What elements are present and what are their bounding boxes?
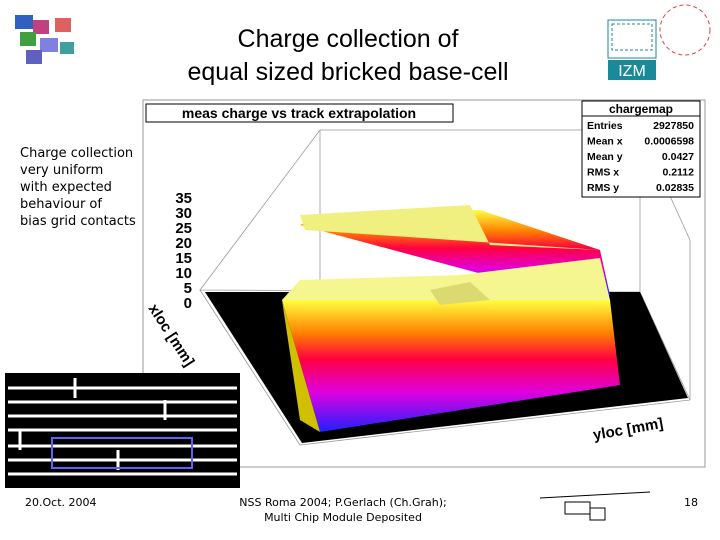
stats-value: 0.02835	[656, 182, 694, 194]
layout-diagram	[5, 373, 240, 488]
stats-value: 0.0006598	[644, 136, 694, 148]
footer-center: NSS Roma 2004; P.Gerlach (Ch.Grah);	[239, 496, 446, 509]
z-tick-label: 5	[184, 280, 192, 297]
side-line: with expected	[20, 180, 112, 195]
z-tick-label: 25	[175, 220, 192, 237]
logo-izm: IZM	[607, 19, 657, 80]
title-line: Charge collection of	[238, 25, 459, 53]
plot-title: meas charge vs track extrapolation	[182, 105, 416, 121]
z-axis: 35 30 25 20 15 10 5 0	[175, 190, 192, 312]
stats-rows: Entries 2927850 Mean x 0.0006598 Mean y 0.042…	[587, 120, 694, 194]
z-tick-label: 10	[175, 265, 192, 282]
z-tick-label: 35	[175, 190, 192, 207]
stats-value: 2927850	[653, 120, 694, 132]
stats-key: RMS y	[587, 182, 619, 194]
logo-left	[15, 15, 74, 64]
side-line: very uniform	[20, 163, 103, 178]
stats-box	[581, 100, 701, 198]
side-line: Charge collection	[20, 146, 133, 161]
stats-key: Mean y	[587, 151, 623, 163]
stats-name: chargemap	[609, 102, 673, 116]
side-line: bias grid contacts	[20, 214, 136, 229]
logo-round	[659, 4, 711, 56]
stats-key: Mean x	[587, 136, 623, 148]
stats-value: 0.0427	[662, 151, 694, 163]
z-tick-label: 30	[175, 205, 192, 222]
footer-logo	[539, 491, 651, 521]
surface	[282, 205, 620, 432]
z-tick-label: 20	[175, 235, 192, 252]
z-tick-label: 15	[175, 250, 192, 267]
z-tick-label: 0	[184, 295, 192, 312]
footer-center: Multi Chip Module Deposited	[264, 511, 422, 524]
footer-page: 18	[684, 496, 698, 509]
stats-value: 0.2112	[662, 167, 694, 179]
title-line: equal sized bricked base-cell	[187, 58, 508, 86]
side-line: behaviour of	[20, 197, 102, 212]
stats-key: Entries	[587, 120, 623, 132]
plot-title-box	[145, 103, 454, 123]
side-text: Charge collection very uniform with expe…	[20, 146, 136, 229]
logo-text: IZM	[618, 63, 646, 80]
stats-key: RMS x	[587, 167, 619, 179]
footer-date: 20.Oct. 2004	[25, 496, 97, 509]
